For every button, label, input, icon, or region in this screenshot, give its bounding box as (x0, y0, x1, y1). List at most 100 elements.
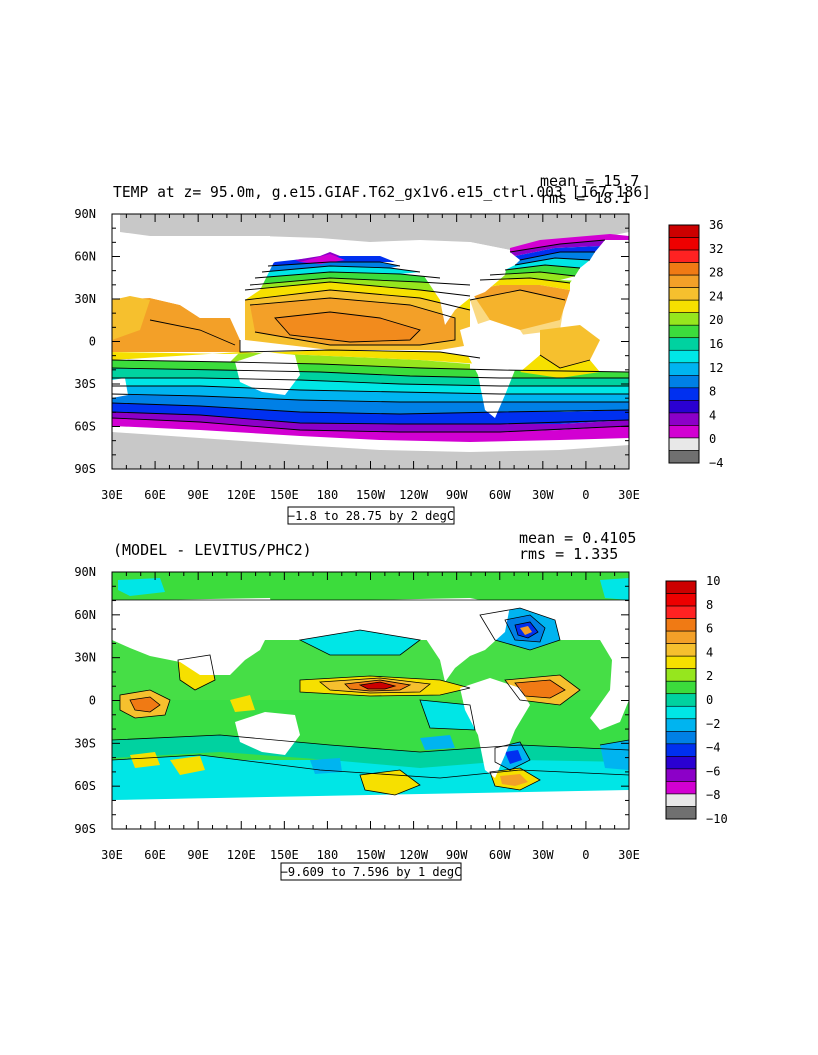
temp-colorbar-label: 8 (709, 385, 716, 399)
diff-x-tick-label: 120E (227, 848, 256, 862)
diff-panel: mean = 0.4105 rms = 1.335 (MODEL - LEVIT… (74, 529, 728, 881)
diff-x-tick-label: 30E (101, 848, 123, 862)
temp-y-tick-label: 30N (74, 292, 96, 306)
diff-colorbar-swatch (665, 680, 697, 695)
temp-colorbar-label: 32 (709, 242, 723, 256)
diff-colorbar-swatch (665, 630, 697, 644)
temp-colorbar-swatch (668, 287, 700, 301)
temp-colorbar-swatch (668, 237, 700, 251)
diff-colorbar-swatch (665, 768, 697, 782)
diff-x-tick-label: 30E (618, 848, 640, 862)
diff-colorbar-swatch (665, 580, 697, 594)
diff-colorbar-label: 6 (706, 622, 713, 636)
diff-land-australia (235, 712, 300, 755)
temp-colorbar-swatch (668, 337, 700, 351)
diff-x-tick-label: 150W (356, 848, 386, 862)
diff-axis-ticks: 30E 60E 90E 120E 150E 180 150W 120W 90W 60W 30W 0 30… (74, 565, 640, 862)
diff-x-tick-label: 60E (144, 848, 166, 862)
temp-colorbar-swatch (668, 400, 700, 414)
temp-map (112, 214, 629, 469)
diff-colorbar-label: 10 (706, 574, 720, 588)
temp-land-asia (112, 236, 275, 318)
temp-land-samerica (460, 320, 530, 418)
temp-colorbar: 36 32 28 24 20 16 12 8 4 0 −4 (668, 218, 723, 470)
diff-colorbar-swatch (665, 806, 697, 820)
diff-x-tick-label: 90E (187, 848, 209, 862)
diff-land-namerica (370, 598, 510, 682)
diff-range-box: −9.609 to 7.596 by 1 degC (280, 862, 462, 881)
temp-colorbar-swatch (668, 349, 700, 364)
temp-y-tick-label: 60S (74, 420, 96, 434)
diff-panel-rms: rms = 1.335 (519, 545, 618, 563)
temp-colorbar-label: 28 (709, 266, 723, 280)
temp-axis-ticks: 30E 60E 90E 120E 150E 180 150W 120W 90W 60W 30W 0 30… (74, 207, 640, 502)
diff-y-tick-label: 0 (89, 694, 96, 708)
temp-colorbar-swatch (668, 224, 700, 238)
diff-colorbar-swatch (665, 756, 697, 770)
diff-colorbar-label: 4 (706, 645, 713, 659)
temp-x-tick-label: 30E (618, 488, 640, 502)
diff-panel-mean: mean = 0.4105 (519, 529, 636, 547)
diff-colorbar: 10 8 6 4 2 0 −2 −4 −6 −8 −10 (665, 574, 728, 826)
temp-x-tick-label: 120W (399, 488, 429, 502)
temp-x-tick-label: 120E (227, 488, 256, 502)
diff-range-label: −9.609 to 7.596 by 1 degC (281, 865, 462, 879)
temp-y-tick-label: 90S (74, 462, 96, 476)
diff-y-tick-label: 30S (74, 736, 96, 750)
diff-y-tick-label: 30N (74, 651, 96, 665)
temp-panel: mean = 15.7 rms = 18.1 TEMP at z= 95.0m,… (74, 172, 723, 525)
diff-land-samerica (460, 678, 530, 778)
temp-arctic-ice (120, 214, 629, 250)
temp-colorbar-swatch (668, 312, 700, 326)
diff-colorbar-swatch (665, 781, 697, 795)
diff-colorbar-swatch (665, 743, 697, 757)
diff-y-tick-label: 60S (74, 779, 96, 793)
temp-colorbar-swatch (668, 299, 700, 313)
diff-land-africa (560, 628, 629, 730)
temp-range-box: −1.8 to 28.75 by 2 degC (287, 506, 455, 525)
temp-colorbar-label: 4 (709, 408, 716, 422)
temp-x-tick-label: 30E (101, 488, 123, 502)
diff-colorbar-swatch (665, 718, 697, 732)
temp-x-tick-label: 90W (446, 488, 468, 502)
diff-colorbar-label: 8 (706, 598, 713, 612)
temp-x-tick-label: 60E (144, 488, 166, 502)
temp-colorbar-swatch (668, 412, 700, 426)
temp-colorbar-swatch (668, 362, 700, 376)
temp-colorbar-swatch (668, 437, 700, 451)
temp-colorbar-swatch (668, 387, 700, 401)
temp-colorbar-swatch (668, 450, 700, 464)
diff-colorbar-swatch (665, 793, 697, 807)
temp-land-africa (560, 270, 629, 372)
temp-colorbar-frame (668, 224, 700, 464)
diff-colorbar-label: −2 (706, 717, 720, 731)
diff-x-tick-label: 120W (399, 848, 429, 862)
temp-colorbar-swatch (668, 324, 700, 339)
diff-colorbar-swatch (665, 693, 697, 707)
diff-x-tick-label: 150E (270, 848, 299, 862)
temp-panel-mean: mean = 15.7 (540, 172, 639, 190)
diff-land-asia (112, 598, 275, 675)
diff-colorbar-label: −6 (706, 764, 720, 778)
temp-panel-title: TEMP at z= 95.0m, g.e15.GIAF.T62_gx1v6.e… (113, 183, 651, 201)
diff-map (112, 572, 629, 829)
temp-y-tick-label: 0 (89, 335, 96, 349)
diff-x-tick-label: 30W (532, 848, 554, 862)
temp-colorbar-label: 24 (709, 289, 723, 303)
temp-y-tick-label: 90N (74, 207, 96, 221)
temp-y-tick-label: 60N (74, 250, 96, 264)
diff-panel-title: (MODEL - LEVITUS/PHC2) (113, 541, 312, 559)
temp-x-tick-label: 150W (356, 488, 386, 502)
temp-x-tick-label: 150E (270, 488, 299, 502)
diff-x-tick-label: 180 (317, 848, 339, 862)
diff-x-tick-label: 90W (446, 848, 468, 862)
diff-colorbar-swatch (665, 593, 697, 607)
diff-antarctica (112, 790, 629, 829)
temp-colorbar-swatch (668, 274, 700, 288)
diff-colorbar-swatch (665, 618, 697, 632)
diff-colorbar-swatch (665, 643, 697, 657)
temp-colorbar-label: 12 (709, 361, 723, 375)
temp-antarctica (112, 432, 629, 469)
diff-colorbar-swatch (665, 731, 697, 745)
